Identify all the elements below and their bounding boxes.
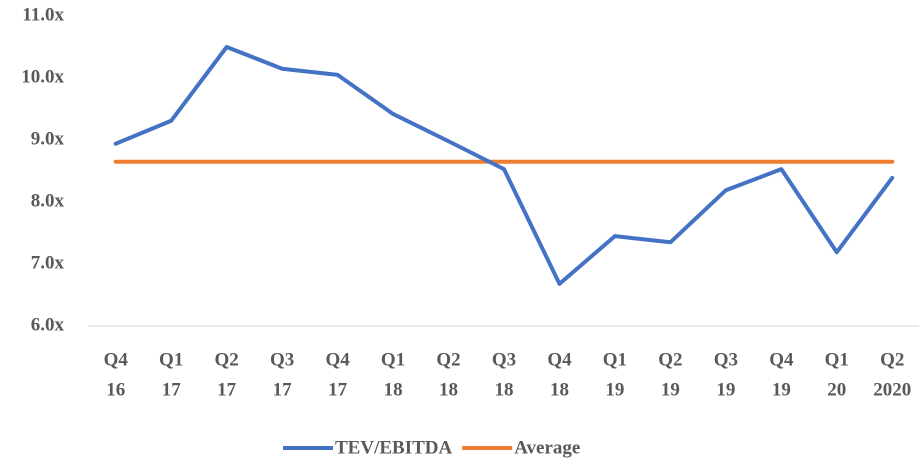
x-tick-label: Q1 xyxy=(603,349,627,370)
y-tick-label: 6.0x xyxy=(31,314,65,335)
x-tick-label: 18 xyxy=(439,379,458,400)
line-series xyxy=(113,45,895,286)
x-tick-label: 18 xyxy=(550,379,569,400)
x-tick-label: Q4 xyxy=(769,349,794,370)
x-tick-label: Q2 xyxy=(658,349,682,370)
y-tick-label: 7.0x xyxy=(31,252,65,273)
x-tick-label: 20 xyxy=(827,379,846,400)
x-tick-label: 16 xyxy=(106,379,125,400)
x-tick-label: 17 xyxy=(217,379,237,400)
x-tick-label: Q3 xyxy=(714,349,738,370)
x-tick-label: 19 xyxy=(661,379,680,400)
legend-label: Average xyxy=(514,437,580,458)
x-tick-label: Q4 xyxy=(547,349,572,370)
x-tick-label: 17 xyxy=(328,379,348,400)
y-tick-label: 10.0x xyxy=(21,66,64,87)
x-tick-label: Q3 xyxy=(492,349,516,370)
x-tick-label: 19 xyxy=(605,379,624,400)
x-tick-label: Q4 xyxy=(325,349,350,370)
x-tick-label: Q1 xyxy=(381,349,405,370)
x-tick-label: Q2 xyxy=(215,349,239,370)
y-tick-label: 8.0x xyxy=(31,190,65,211)
x-tick-label: Q2 xyxy=(436,349,460,370)
x-tick-label: Q2 xyxy=(880,349,904,370)
x-tick-label: 17 xyxy=(162,379,182,400)
x-tick-label: Q4 xyxy=(104,349,129,370)
x-tick-label: Q1 xyxy=(159,349,183,370)
x-tick-label: 17 xyxy=(273,379,293,400)
x-tick-label: 19 xyxy=(772,379,791,400)
y-tick-label: 11.0x xyxy=(22,4,64,25)
x-tick-label: Q1 xyxy=(825,349,849,370)
y-tick-label: 9.0x xyxy=(31,128,65,149)
x-tick-label: 19 xyxy=(716,379,735,400)
x-tick-label: 18 xyxy=(495,379,514,400)
x-tick-label: Q3 xyxy=(270,349,294,370)
legend-label: TEV/EBITDA xyxy=(335,437,452,458)
x-tick-label: 18 xyxy=(384,379,403,400)
x-tick-label: 2020 xyxy=(873,379,911,400)
